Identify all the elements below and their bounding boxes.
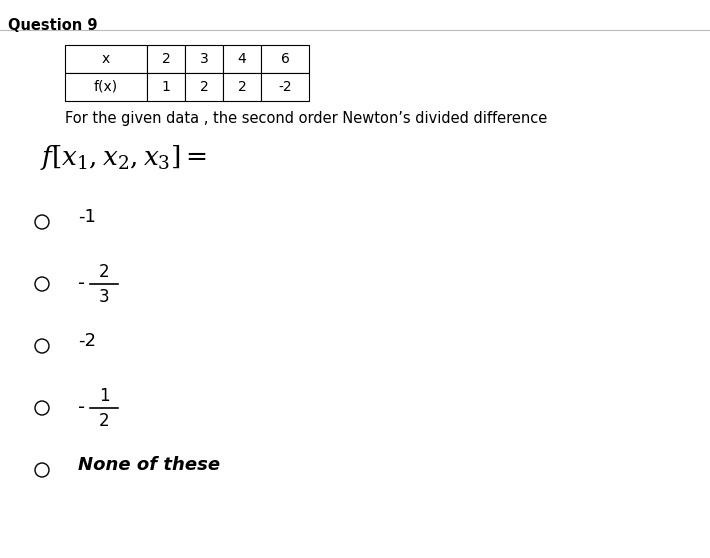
Text: 2: 2 <box>200 80 208 94</box>
Bar <box>65 73 147 101</box>
Text: 2: 2 <box>238 80 246 94</box>
Text: 2: 2 <box>99 412 109 430</box>
Text: 6: 6 <box>280 52 290 66</box>
Text: 4: 4 <box>238 52 246 66</box>
Text: 1: 1 <box>99 387 109 405</box>
Text: 1: 1 <box>162 80 170 94</box>
Text: $\mathit{f}[x_1,x_2,x_3]=$: $\mathit{f}[x_1,x_2,x_3]=$ <box>40 143 207 172</box>
Text: Question 9: Question 9 <box>8 18 97 33</box>
Text: For the given data , the second order Newton’s divided difference: For the given data , the second order Ne… <box>65 111 547 126</box>
Text: -: - <box>78 398 85 417</box>
Text: 3: 3 <box>99 288 109 306</box>
Bar <box>147 73 185 101</box>
Bar <box>223 45 261 73</box>
Text: x: x <box>102 52 110 66</box>
Text: -2: -2 <box>278 80 292 94</box>
Text: -1: -1 <box>78 208 96 226</box>
Text: 2: 2 <box>99 263 109 281</box>
Text: f(x): f(x) <box>94 80 118 94</box>
Text: 2: 2 <box>162 52 170 66</box>
Text: -2: -2 <box>78 332 96 350</box>
Bar <box>223 73 261 101</box>
Bar <box>185 73 223 101</box>
Bar <box>261 45 309 73</box>
Text: 3: 3 <box>200 52 208 66</box>
Bar <box>261 73 309 101</box>
Text: None of these: None of these <box>78 456 220 474</box>
Bar <box>185 45 223 73</box>
Bar <box>147 45 185 73</box>
Bar <box>65 45 147 73</box>
Text: -: - <box>78 275 85 294</box>
